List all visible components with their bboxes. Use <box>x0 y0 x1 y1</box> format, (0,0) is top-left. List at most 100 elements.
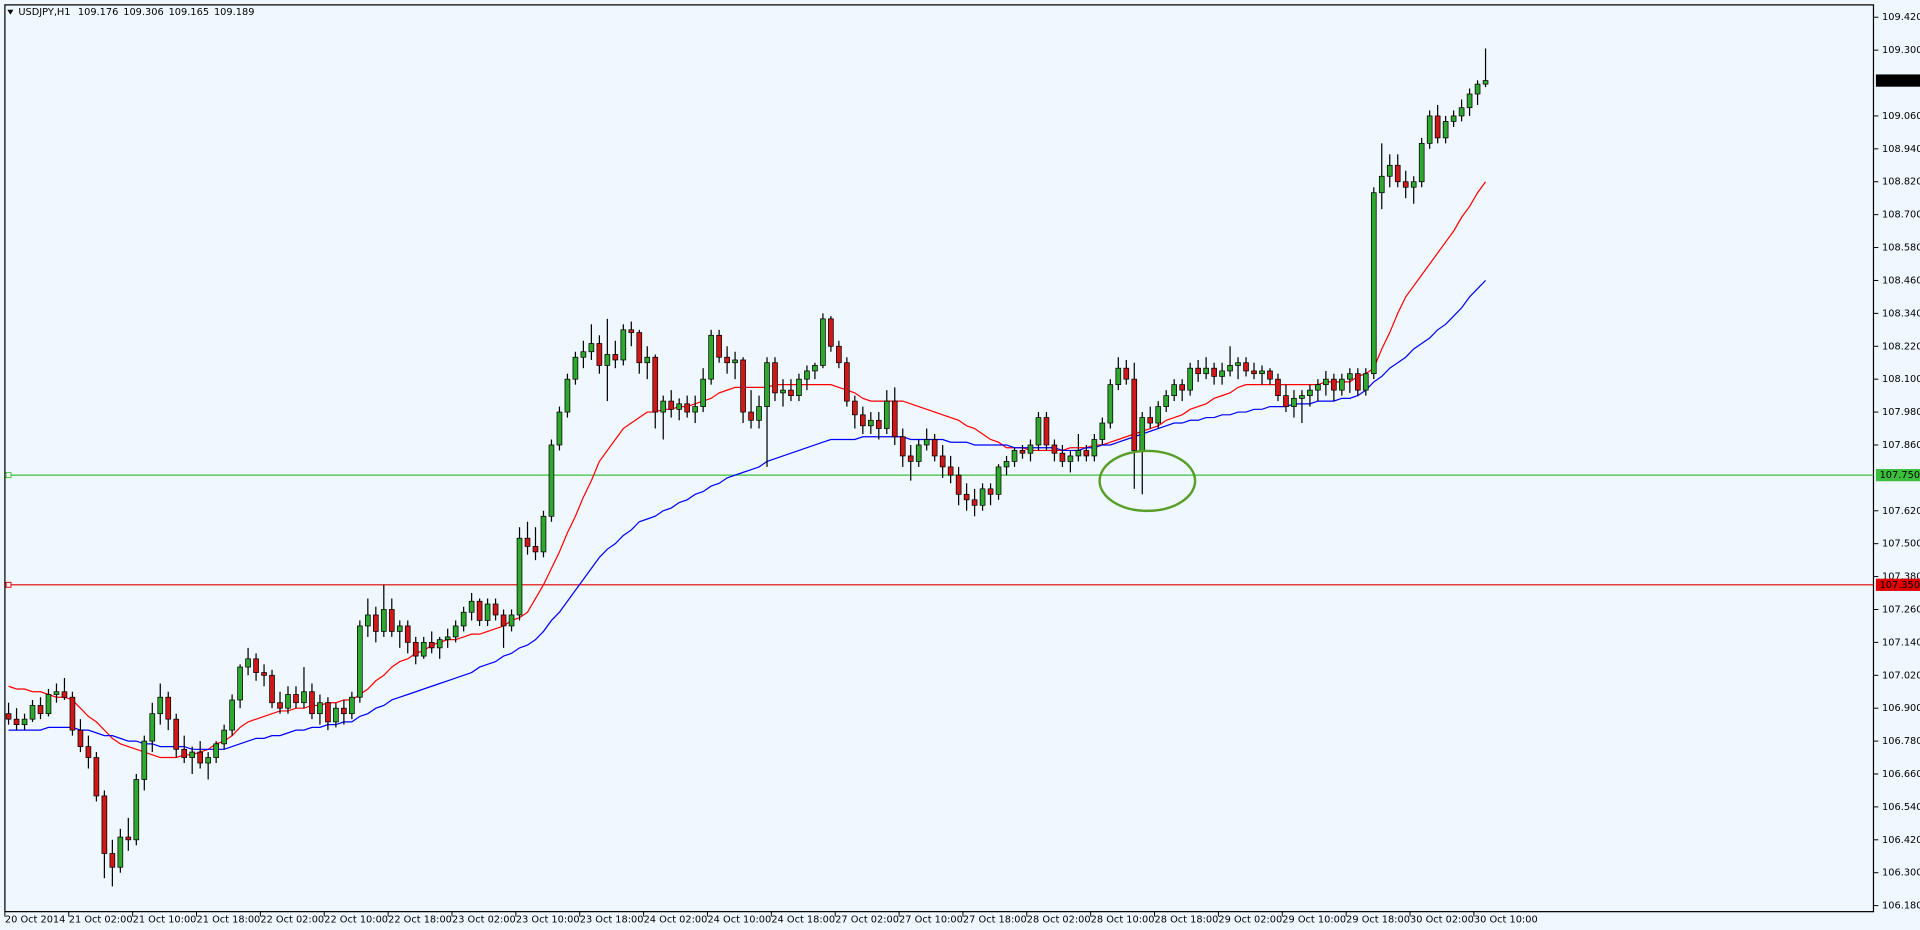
candle-body-up <box>484 603 491 621</box>
level-handle <box>5 581 12 588</box>
candle-body-down <box>860 414 866 427</box>
candle-body-down <box>1283 395 1289 407</box>
candle-body-up <box>1378 175 1385 194</box>
candle-body-up <box>564 378 571 413</box>
candle-body-down <box>37 705 44 715</box>
candle-body-up <box>1347 373 1353 380</box>
candle-body-down <box>963 493 970 501</box>
candle-body-up <box>1474 83 1481 95</box>
candle-body-up <box>436 639 443 649</box>
candle-body-up <box>556 411 563 446</box>
y-tick-label: 107.860 <box>1882 440 1920 451</box>
candle-body-down <box>987 488 994 495</box>
y-tick-label: 107.140 <box>1882 637 1920 648</box>
x-tick-label: 24 Oct 10:00 <box>707 915 771 926</box>
candle-body-up <box>53 691 60 695</box>
candle-body-down <box>628 329 635 333</box>
candle-body-up <box>380 609 387 632</box>
candle-body-down <box>428 642 435 649</box>
candle-body-up <box>756 406 762 421</box>
x-tick-label: 28 Oct 10:00 <box>1091 915 1155 926</box>
candle-body-up <box>420 642 427 657</box>
x-tick-label: 28 Oct 02:00 <box>1027 915 1091 926</box>
candle-body-up <box>1139 417 1146 451</box>
candle-body-up <box>229 699 235 731</box>
candle-body-down <box>1394 164 1401 183</box>
candle-body-up <box>21 718 28 726</box>
x-tick-label: 20 Oct 2014 <box>5 915 66 926</box>
candle-body-down <box>13 718 20 726</box>
y-tick-label: 106.780 <box>1882 736 1920 747</box>
candle-body-up <box>516 537 523 616</box>
candle-body-up <box>1442 121 1449 139</box>
candle-body-down <box>772 362 778 394</box>
candle-body-down <box>412 642 419 657</box>
candle-body-up <box>1011 450 1018 462</box>
candle-body-down <box>1434 115 1441 139</box>
y-tick-label: 108.580 <box>1882 243 1920 254</box>
candle-body-up <box>732 359 738 364</box>
candle-body-up <box>1003 461 1010 468</box>
candle-body-down <box>1331 378 1337 391</box>
candle-body-down <box>524 537 531 547</box>
level-box <box>1875 578 1920 591</box>
candle-body-down <box>85 746 92 758</box>
candle-body-up <box>660 400 667 413</box>
candle-body-up <box>1410 181 1417 188</box>
x-tick-label: 23 Oct 02:00 <box>452 915 516 926</box>
candle-body-down <box>1275 378 1281 396</box>
candle-body-down <box>931 439 938 457</box>
candle-body-down <box>1354 373 1361 391</box>
candle-body-down <box>716 334 722 358</box>
y-tick-label: 108.460 <box>1882 275 1920 286</box>
x-tick-label: 24 Oct 02:00 <box>644 915 708 926</box>
candle-body-down <box>668 400 675 410</box>
candle-body-down <box>181 748 188 758</box>
candle-body-up <box>29 705 36 720</box>
candle-body-up <box>357 625 363 698</box>
candle-body-up <box>780 389 786 394</box>
y-tick-label: 109.060 <box>1882 111 1920 122</box>
candle-body-down <box>1267 370 1273 380</box>
candle-body-up <box>117 836 124 868</box>
candle-body-up <box>349 696 355 715</box>
candle-body-down <box>636 332 643 364</box>
candle-body-up <box>1426 115 1433 144</box>
candle-body-up <box>1099 422 1106 440</box>
candle-body-up <box>213 743 219 758</box>
candle-body-down <box>69 696 76 731</box>
candle-body-up <box>205 757 211 764</box>
candle-body-up <box>317 702 323 715</box>
candle-body-down <box>476 600 483 621</box>
candle-body-up <box>1362 373 1369 391</box>
candle-body-down <box>652 356 659 413</box>
candle-body-up <box>1219 370 1225 377</box>
candle-body-up <box>365 614 371 627</box>
candle-body-up <box>1187 367 1193 391</box>
x-tick-label: 27 Oct 18:00 <box>963 915 1027 926</box>
y-tick-label: 106.180 <box>1882 901 1920 912</box>
candle-body-down <box>596 343 603 366</box>
candle-body-down <box>875 419 882 429</box>
y-tick-label: 108.340 <box>1882 308 1920 319</box>
x-tick-label: 29 Oct 10:00 <box>1282 915 1346 926</box>
candle-body-up <box>221 729 227 745</box>
candle-body-up <box>1315 384 1321 391</box>
candle-body-down <box>740 359 746 413</box>
candle-body-up <box>141 740 148 780</box>
moving-average <box>8 181 1487 759</box>
candle-body-down <box>277 702 283 709</box>
candle-body-down <box>269 674 275 704</box>
candle-body-up <box>1203 367 1209 375</box>
x-tick-label: 22 Oct 02:00 <box>260 915 324 926</box>
candle-body-up <box>508 614 515 627</box>
candle-body-up <box>572 356 579 380</box>
candle-body-down <box>492 603 499 616</box>
candle-body-up <box>468 600 475 613</box>
candle-body-up <box>1291 397 1297 407</box>
y-tick-label: 106.540 <box>1882 802 1920 813</box>
candle-body-up <box>708 334 714 380</box>
candle-body-down <box>500 614 507 627</box>
moving-average <box>8 280 1486 750</box>
